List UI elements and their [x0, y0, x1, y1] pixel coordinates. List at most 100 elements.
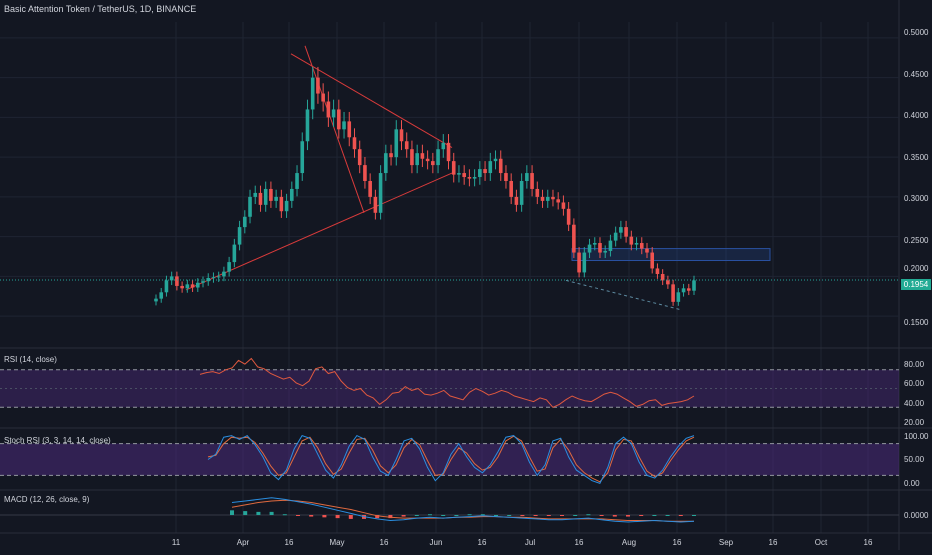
candle — [545, 196, 550, 201]
candle — [556, 199, 560, 203]
candle — [551, 196, 555, 200]
candle — [263, 188, 268, 205]
candle — [425, 158, 430, 162]
descending-trendline — [304, 45, 365, 213]
candle — [509, 181, 513, 197]
candle — [493, 158, 498, 162]
y-tick-label: 0.2500 — [904, 236, 929, 245]
candle — [337, 109, 341, 130]
candle — [566, 208, 571, 225]
candle — [326, 101, 331, 118]
candle — [519, 181, 524, 205]
candle — [483, 169, 487, 174]
candle — [431, 161, 435, 166]
candle — [180, 285, 184, 289]
rsi-tick-label: 80.00 — [904, 360, 925, 369]
candle — [420, 153, 425, 159]
candle — [190, 284, 195, 288]
candle — [357, 149, 362, 166]
candle — [577, 252, 581, 273]
macd-histogram-bar — [480, 514, 485, 516]
candle — [154, 298, 158, 302]
y-tick-label: 0.4000 — [904, 111, 929, 120]
macd-histogram-bar — [322, 515, 327, 518]
macd-histogram-bar — [573, 515, 578, 516]
macd-histogram-bar — [533, 515, 538, 516]
candle — [237, 227, 242, 245]
candle — [686, 288, 691, 291]
macd-histogram-bar — [467, 514, 472, 516]
macd-histogram-bar — [652, 515, 657, 516]
x-tick-label: Aug — [621, 538, 637, 547]
candle — [222, 271, 226, 277]
macd-histogram-bar — [454, 515, 459, 516]
macd-panel-label: MACD (12, 26, close, 9) — [4, 495, 90, 504]
macd-histogram-bar — [599, 515, 604, 516]
rsi-tick-label: 60.00 — [904, 379, 925, 388]
candle — [394, 129, 399, 158]
macd-histogram-bar — [269, 511, 274, 515]
last-price-tag: 0.1954 — [901, 279, 931, 290]
macd-histogram-bar — [309, 515, 314, 517]
macd-histogram-bar — [494, 515, 498, 516]
macd-histogram-bar — [626, 515, 630, 517]
candle — [446, 142, 451, 162]
support-trendline — [185, 172, 453, 291]
macd-histogram-bar — [256, 511, 261, 515]
y-tick-label: 0.5000 — [904, 28, 929, 37]
candle — [530, 173, 534, 189]
candle — [185, 284, 190, 289]
candle — [310, 77, 315, 110]
rsi-line — [199, 357, 695, 408]
candle — [169, 276, 174, 281]
macd-histogram-bar — [428, 514, 432, 516]
candle — [457, 173, 461, 175]
x-tick-label: Sep — [718, 538, 734, 547]
candle — [462, 173, 466, 178]
candle — [300, 141, 305, 174]
x-tick-label: Jun — [429, 538, 443, 547]
candle — [373, 196, 378, 213]
stoch-band — [0, 443, 899, 476]
candle — [274, 196, 278, 201]
candle — [290, 188, 294, 201]
y-tick-label: 0.2000 — [904, 264, 929, 273]
candle — [671, 284, 675, 302]
candle — [363, 165, 367, 181]
candle — [253, 192, 258, 197]
x-tick-label: 11 — [171, 538, 181, 547]
stoch-tick-label: 0.00 — [904, 479, 920, 488]
candle — [540, 196, 545, 201]
macd-histogram-bar — [546, 515, 551, 516]
candle — [504, 173, 508, 181]
macd-histogram-bar — [401, 515, 406, 517]
candle — [441, 142, 446, 150]
candle — [582, 252, 587, 273]
resistance-trendline — [290, 53, 453, 149]
macd-histogram-bar — [230, 510, 234, 515]
candle — [472, 177, 477, 179]
macd-histogram-bar — [243, 511, 248, 515]
candle — [159, 292, 164, 299]
candle — [368, 181, 372, 197]
candle — [248, 196, 252, 217]
macd-histogram-bar — [282, 514, 287, 516]
candle — [608, 240, 613, 251]
y-tick-label: 0.1500 — [904, 318, 929, 327]
candle — [316, 77, 320, 94]
stoch-tick-label: 100.00 — [904, 432, 929, 441]
macd-tick-label: 0.0000 — [904, 511, 929, 520]
macd-histogram-bar — [507, 515, 512, 516]
x-tick-label: 16 — [672, 538, 682, 547]
rsi-tick-label: 20.00 — [904, 418, 925, 427]
macd-histogram-bar — [612, 515, 617, 517]
candle — [478, 169, 482, 178]
candle — [598, 243, 602, 253]
macd-histogram-bar — [639, 515, 644, 516]
stoch-k-line — [207, 434, 695, 485]
candle — [655, 268, 660, 275]
x-tick-label: 16 — [863, 538, 873, 547]
stoch-tick-label: 50.00 — [904, 455, 925, 464]
